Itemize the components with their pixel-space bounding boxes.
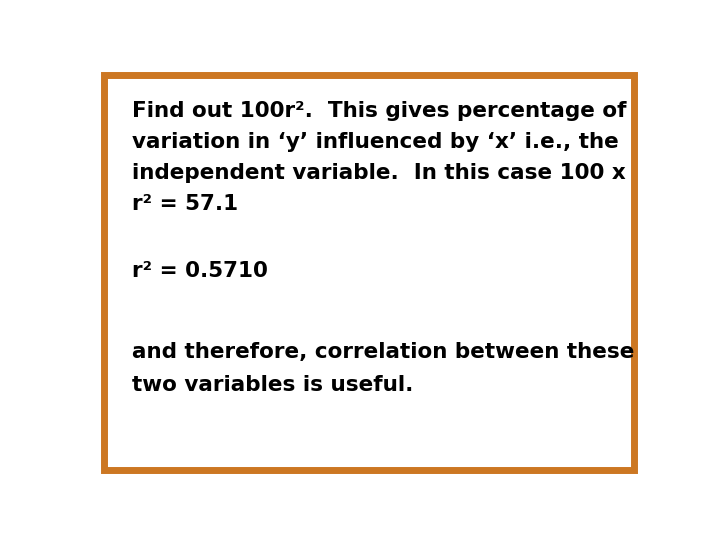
Text: r² = 57.1: r² = 57.1	[132, 194, 238, 214]
Text: Find out 100r².  This gives percentage of: Find out 100r². This gives percentage of	[132, 101, 626, 121]
Text: r² = 0.5710: r² = 0.5710	[132, 261, 268, 281]
Text: variation in ‘y’ influenced by ‘x’ i.e., the: variation in ‘y’ influenced by ‘x’ i.e.,…	[132, 132, 618, 152]
FancyBboxPatch shape	[104, 75, 634, 470]
Text: and therefore, correlation between these: and therefore, correlation between these	[132, 342, 634, 362]
Text: two variables is useful.: two variables is useful.	[132, 375, 413, 395]
Text: independent variable.  In this case 100 x: independent variable. In this case 100 x	[132, 163, 626, 183]
